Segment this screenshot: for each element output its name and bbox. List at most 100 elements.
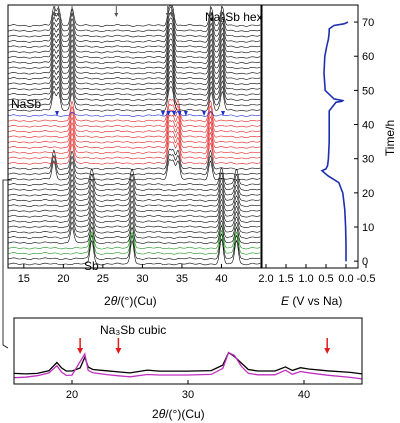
xrd-frame: [7, 4, 262, 269]
nasb-marker: [183, 111, 188, 116]
nasb-marker: [202, 111, 207, 116]
xrd-pattern-20: [8, 135, 261, 160]
label-sb: Sb: [84, 259, 99, 273]
xrd-pattern-8: [8, 204, 261, 223]
xrd-pattern-38: [8, 38, 261, 64]
inset-series-0: [13, 351, 363, 375]
peak-arrow-head: [56, 13, 61, 17]
voltage-x-tick-label: 0.0: [338, 273, 353, 285]
xrd-pattern-6: [8, 214, 261, 234]
voltage-panel: 2.0 1.5 1.0 0.5 0.0 -0.5 0 10 20 30 40 50 60 70 E (V …: [258, 4, 397, 308]
inset-x-axis-label: 2θ/(°)(Cu): [152, 407, 205, 421]
xrd-pattern-37: [8, 43, 261, 70]
voltage-x-tick-label: 1.0: [298, 273, 313, 285]
voltage-y-tick-label: 30: [362, 154, 374, 166]
xrd-pattern-5: [8, 220, 261, 239]
xrd-pattern-22: [8, 125, 261, 149]
xrd-pattern-14: [8, 172, 261, 191]
voltage-x-tick-label: 2.0: [258, 273, 273, 285]
inset-arrow-head: [115, 348, 122, 354]
xrd-pattern-44: [8, 6, 261, 32]
xrd-pattern-12: [8, 182, 261, 202]
xrd-pattern-19: [8, 141, 261, 165]
inset-x-tick-label: 40: [298, 389, 310, 401]
xrd-markers: [52, 6, 226, 116]
peak-arrow-head: [114, 13, 119, 17]
voltage-curve: [320, 21, 349, 262]
inset-frame: [13, 317, 363, 385]
peak-arrow-head: [169, 13, 174, 17]
xrd-pattern-17: [8, 153, 261, 176]
xrd-x-tick-label: 30: [136, 273, 148, 285]
xrd-pattern-16: [8, 159, 261, 181]
xrd-pattern-33: [8, 65, 261, 91]
voltage-x-tick-label: 0.5: [318, 273, 333, 285]
voltage-x-axis-label: E (V vs Na): [281, 294, 342, 308]
peak-arrow-head: [208, 13, 213, 17]
xrd-pattern-0: [8, 238, 261, 266]
xrd-pattern-18: [8, 148, 261, 170]
xrd-pattern-25: [8, 109, 261, 133]
peak-arrow-head: [165, 13, 170, 17]
xrd-pattern-3: [8, 224, 261, 250]
xrd-pattern-27: [8, 98, 261, 123]
voltage-y-tick-label: 20: [362, 188, 374, 200]
inset-traces: [13, 351, 363, 380]
xrd-pattern-29: [8, 86, 261, 112]
xrd-x-axis-label: 2θ/(°)(Cu): [104, 294, 157, 308]
xrd-pattern-45: [8, 5, 261, 27]
voltage-x-tick-label: -0.5: [357, 273, 376, 285]
xrd-pattern-9: [8, 198, 261, 218]
voltage-ticks: 2.0 1.5 1.0 0.5 0.0 -0.5 0 10 20 30 40 50 60 70: [258, 17, 375, 285]
nasb-marker: [177, 111, 182, 116]
xrd-pattern-28: [8, 111, 261, 117]
nasb-marker: [166, 111, 171, 116]
inset-connector: [2, 179, 12, 349]
inset-arrow-head: [324, 348, 331, 354]
label-na3sb-hex: Na₃Sb hex: [205, 10, 263, 24]
voltage-x-tick-label: 1.5: [278, 273, 293, 285]
xrd-pattern-24: [8, 114, 261, 138]
xrd-pattern-34: [8, 59, 261, 85]
xrd-x-tick-label: 40: [215, 273, 227, 285]
peak-arrow-head: [52, 13, 57, 17]
xrd-pattern-1: [8, 232, 261, 260]
xrd-pattern-4: [8, 225, 261, 244]
xrd-pattern-42: [8, 17, 261, 43]
xrd-pattern-11: [8, 188, 261, 207]
nasb-marker: [221, 111, 226, 116]
label-na3sb-cubic: Na₃Sb cubic: [100, 323, 166, 337]
xrd-pattern-36: [8, 49, 261, 75]
inset-x-tick-label: 30: [182, 389, 194, 401]
xrd-pattern-30: [8, 81, 261, 107]
xrd-pattern-32: [8, 70, 261, 96]
inset-series-1: [13, 351, 363, 380]
xrd-pattern-35: [8, 54, 261, 80]
xrd-pattern-39: [8, 33, 261, 59]
inset-x-tick-label: 20: [66, 389, 78, 401]
peak-arrow-head: [70, 13, 75, 17]
inset-panel: 20 30 40 Na₃Sb cubic 2θ/(°)(Cu): [13, 317, 363, 421]
voltage-frame: [261, 4, 359, 269]
xrd-pattern-21: [8, 130, 261, 154]
peak-arrow-head: [219, 13, 224, 17]
xrd-pattern-26: [8, 104, 261, 128]
nasb-marker: [160, 111, 165, 116]
nasb-marker: [172, 111, 177, 116]
inset-arrows: [77, 338, 331, 354]
xrd-x-tick-label: 15: [18, 273, 30, 285]
voltage-y-tick-label: 70: [362, 17, 374, 29]
xrd-pattern-7: [8, 209, 261, 229]
xrd-pattern-23: [8, 119, 261, 144]
xrd-pattern-10: [8, 193, 261, 213]
xrd-traces: [8, 5, 261, 266]
xrd-panel: 15 20 25 30 35 40 Na₃Sb hex NaSb Sb 2θ/(°)(Cu…: [7, 4, 263, 308]
xrd-pattern-15: [8, 167, 261, 186]
voltage-y-tick-label: 0: [362, 256, 368, 268]
xrd-pattern-31: [8, 75, 261, 101]
voltage-y-tick-label: 60: [362, 51, 374, 63]
xrd-pattern-13: [8, 177, 261, 197]
voltage-y-tick-label: 40: [362, 120, 374, 132]
nasb-marker: [55, 111, 60, 116]
voltage-y-tick-label: 50: [362, 85, 374, 97]
